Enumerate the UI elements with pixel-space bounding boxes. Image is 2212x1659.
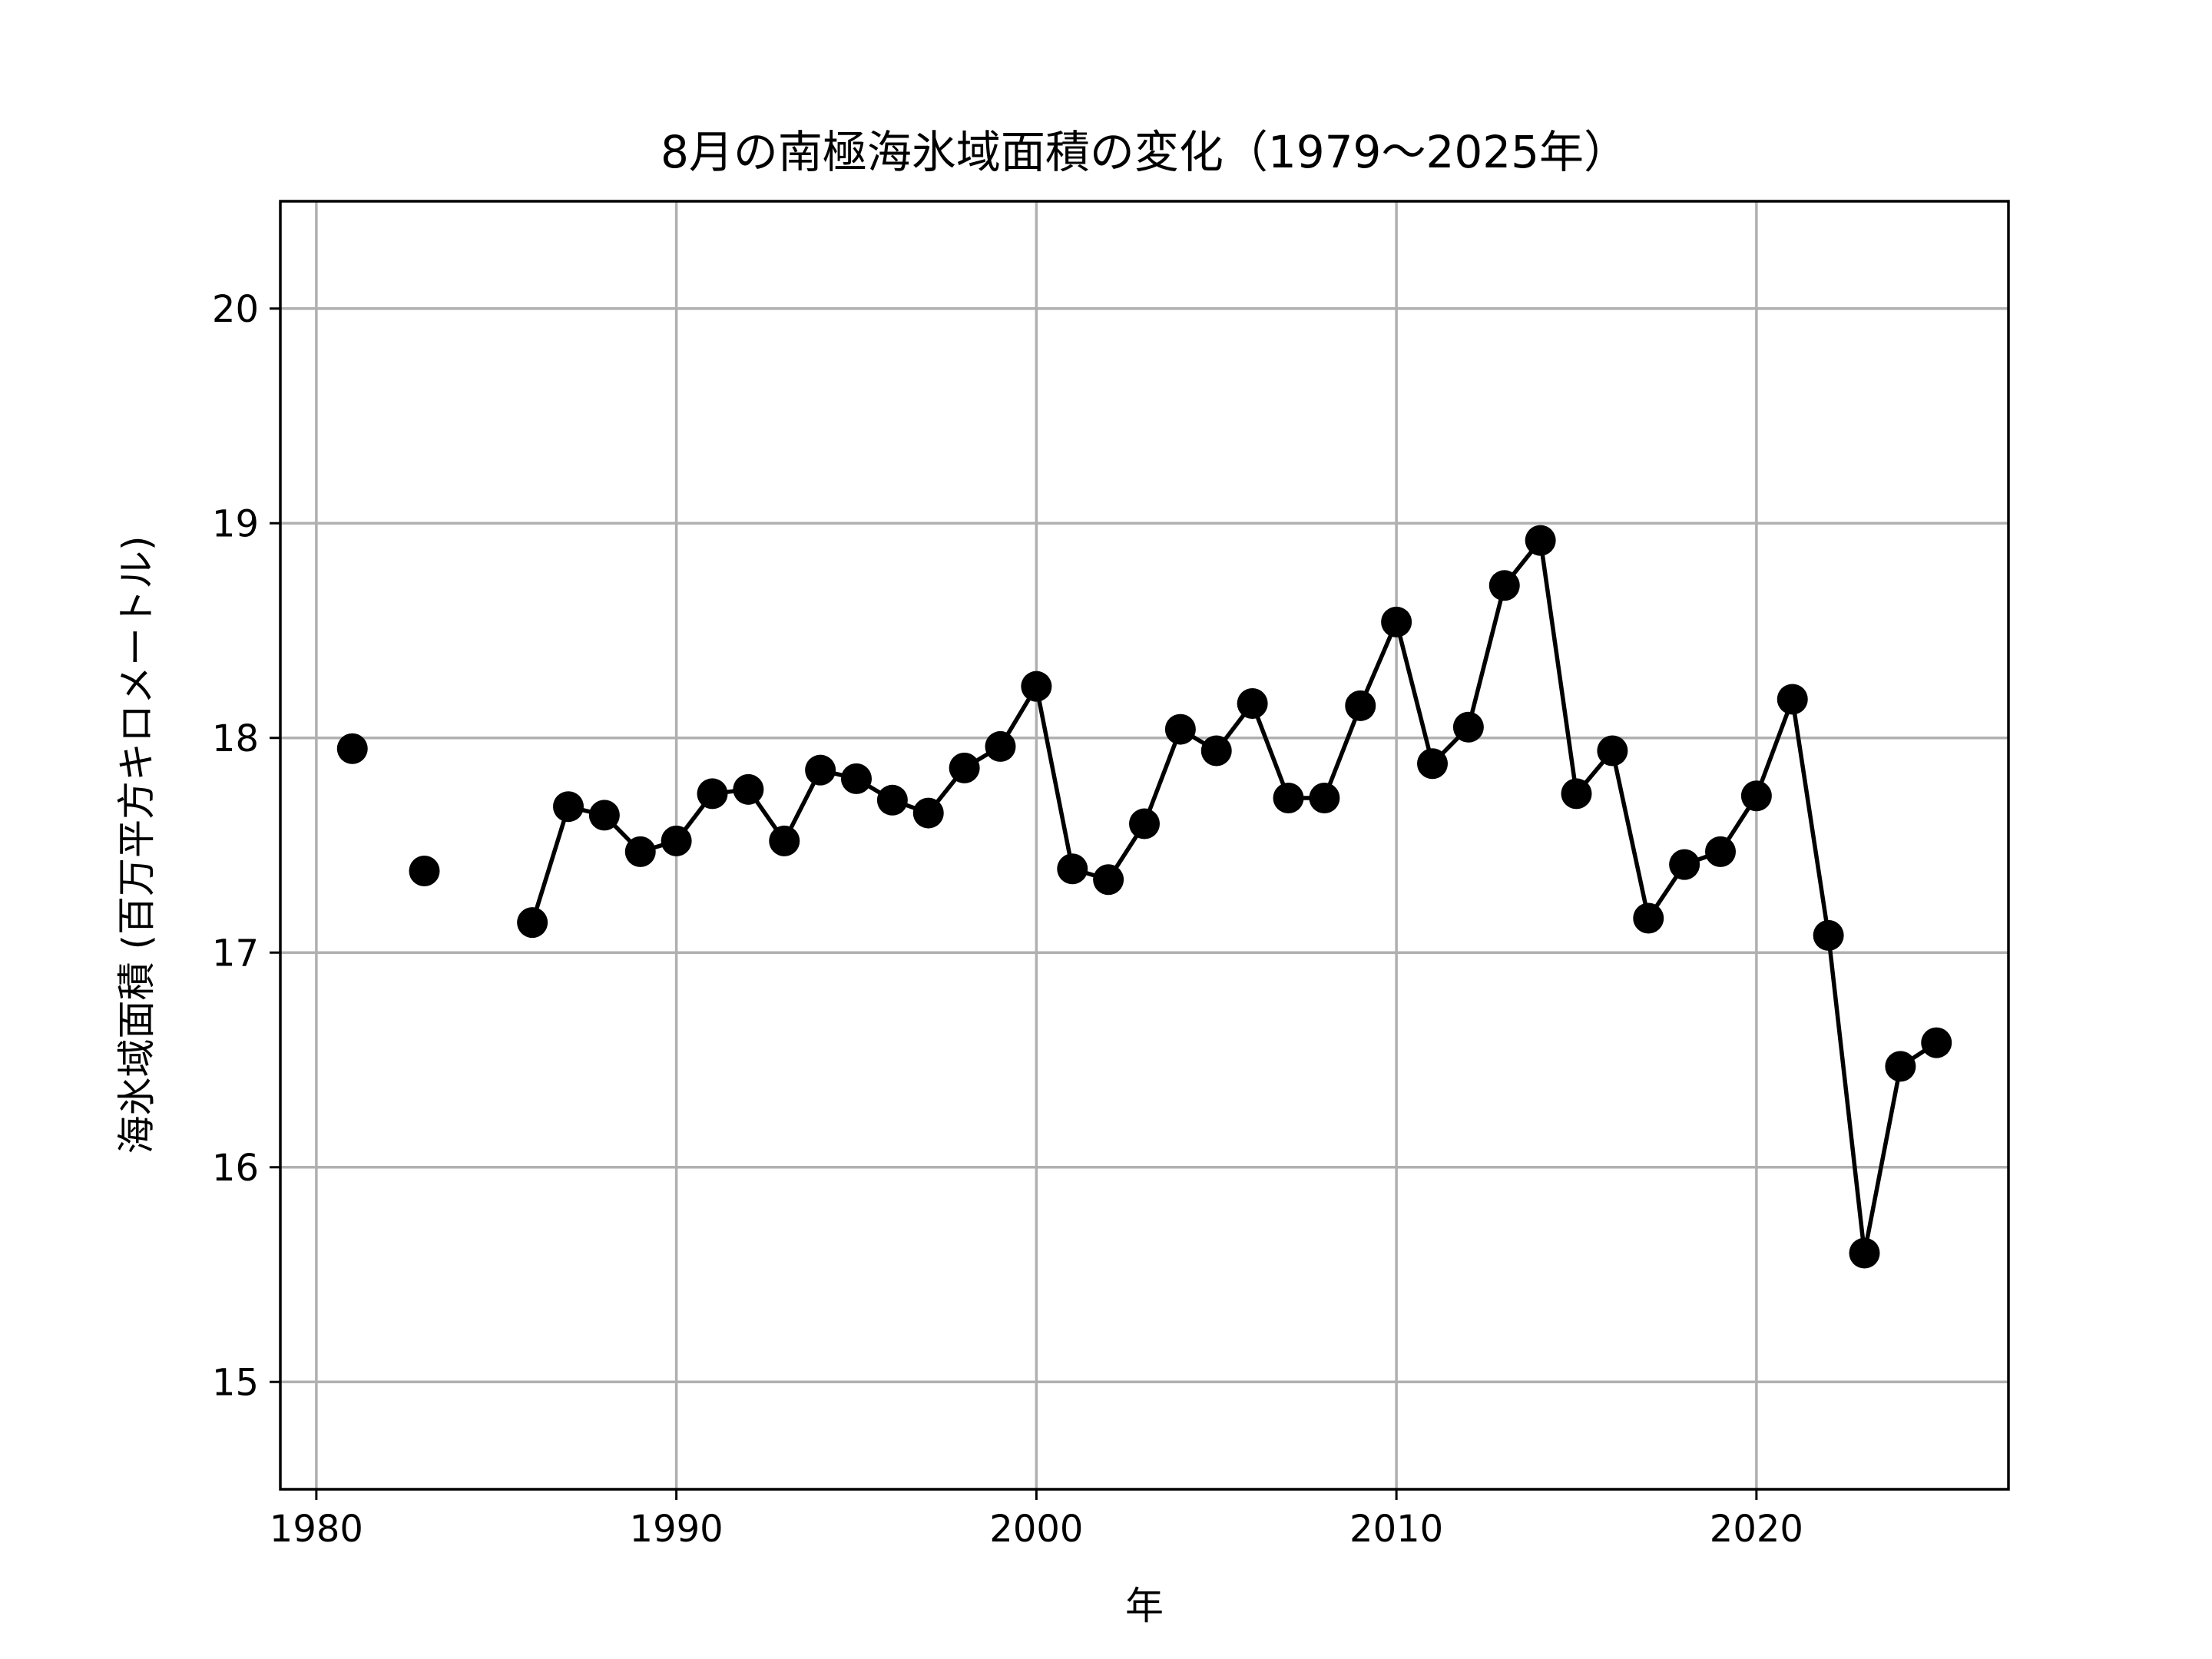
data-point xyxy=(1597,735,1628,767)
data-point xyxy=(1129,808,1160,839)
data-point xyxy=(805,754,836,786)
y-axis-label: 海氷域面積 (百万平方キロメートル) xyxy=(114,536,159,1154)
y-tick-label: 15 xyxy=(212,1361,259,1404)
grid xyxy=(280,201,2008,1489)
data-point xyxy=(733,773,764,805)
y-tick-label: 20 xyxy=(212,288,259,331)
data-point xyxy=(1381,606,1412,637)
data-point xyxy=(1885,1051,1916,1082)
data-point xyxy=(661,825,692,856)
data-point xyxy=(769,825,800,856)
data-point xyxy=(1813,919,1844,951)
data-point xyxy=(1057,853,1088,885)
x-tick-label: 1990 xyxy=(630,1508,724,1551)
data-point xyxy=(1309,783,1340,814)
data-point xyxy=(409,856,440,887)
data-point xyxy=(336,733,368,764)
data-point xyxy=(1633,902,1664,934)
plot-frame xyxy=(279,200,2010,1491)
data-point xyxy=(1417,748,1448,780)
y-tick-label: 17 xyxy=(212,932,259,975)
data-point xyxy=(588,800,620,831)
data-point xyxy=(912,797,944,829)
x-tick-label: 1980 xyxy=(270,1508,363,1551)
data-point xyxy=(1669,849,1700,880)
data-point xyxy=(1705,836,1736,867)
x-axis-label: 年 xyxy=(1125,1584,1164,1628)
chart-title: 8月の南極海氷域面積の変化（1979〜2025年） xyxy=(661,126,1628,178)
data-point xyxy=(1164,714,1196,745)
data-point xyxy=(1200,735,1232,767)
data-point xyxy=(1777,684,1808,715)
y-tick-label: 16 xyxy=(212,1147,259,1190)
data-point xyxy=(985,730,1016,762)
data-point xyxy=(517,907,548,939)
data-point xyxy=(1237,688,1268,720)
data-point xyxy=(876,784,908,816)
data-point xyxy=(1273,783,1304,814)
data-point xyxy=(697,778,728,810)
data-point xyxy=(1452,711,1484,743)
data-point xyxy=(1849,1237,1880,1269)
x-tick-label: 2000 xyxy=(989,1508,1083,1551)
y-tick-label: 19 xyxy=(212,502,259,545)
data-point xyxy=(624,836,656,867)
data-point xyxy=(1093,864,1124,896)
data-point xyxy=(1525,525,1556,556)
data-point xyxy=(1921,1027,1952,1058)
data-point xyxy=(949,752,980,783)
data-point xyxy=(1561,778,1592,810)
y-tick-label: 18 xyxy=(212,717,259,760)
data-point xyxy=(1021,671,1052,702)
data-point xyxy=(1740,780,1772,812)
data-point xyxy=(1488,570,1520,601)
data-point xyxy=(841,763,872,794)
x-tick-label: 2020 xyxy=(1710,1508,1803,1551)
data-point xyxy=(1345,690,1376,721)
data-point xyxy=(553,791,584,823)
series-line xyxy=(530,538,1939,1256)
ticks: 1980 1990 2000 2010 2020 15 16 17 18 19 20 xyxy=(212,288,1803,1551)
series-group xyxy=(336,525,1952,1269)
x-tick-label: 2010 xyxy=(1349,1508,1443,1551)
